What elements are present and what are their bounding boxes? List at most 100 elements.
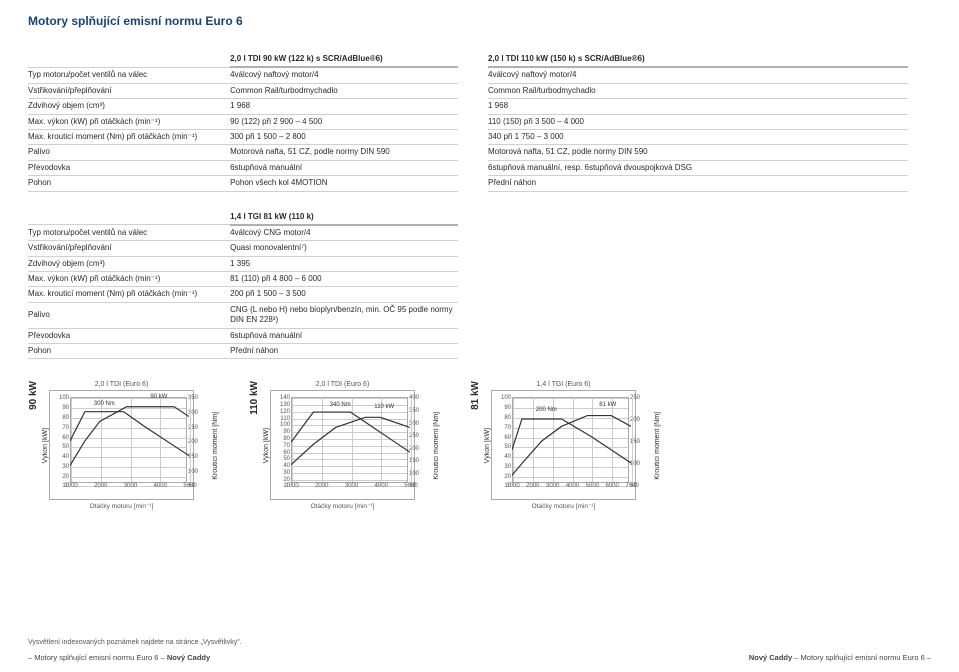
chart-svg: [70, 397, 189, 485]
table-cell: Převodovka: [28, 160, 230, 175]
table-cell: 4válcový CNG motor/4: [230, 225, 458, 241]
ytick-left: 40: [62, 454, 69, 460]
table-cell: Vstřikování/přeplňování: [28, 83, 230, 98]
chart-svg: [512, 397, 631, 485]
table-cell: 6stupňová manuální: [230, 328, 458, 343]
footer-right-suffix: – Motory splňující emisní normu Euro 6 –: [792, 653, 931, 662]
table-cell: Motorová nafta, 51 CZ, podle normy DIN 5…: [230, 145, 458, 160]
table-cell: 90 (122) při 2 900 – 4 500: [230, 114, 458, 129]
table-cell: 4válcový naftový motor/4: [488, 67, 908, 83]
table-cell: 81 (110) při 4 800 – 6 000: [230, 272, 458, 287]
footnote: Vysvětlení indexovaných poznámek najdete…: [28, 639, 242, 646]
chart-box: 2,0 l TDI (Euro 6)1020304050607080901001…: [270, 381, 415, 510]
table-cell: 340 při 1 750 – 3 000: [488, 129, 908, 144]
chart-svg: [291, 397, 410, 485]
table-cell: 2,0 l TDI 90 kW (122 k) s SCR/AdBlue®6): [230, 48, 458, 67]
ytick-left: 50: [283, 456, 290, 462]
table-cell: 2,0 l TDI 110 kW (150 k) s SCR/AdBlue®6): [488, 48, 908, 67]
table-cell: Max. výkon (kW) při otáčkách (min⁻¹): [28, 114, 230, 129]
ytick-left: 90: [283, 429, 290, 435]
ytick-left: 100: [59, 395, 69, 401]
table-cell: 200 při 1 500 – 3 500: [230, 287, 458, 302]
ytick-left: 50: [504, 444, 511, 450]
ytick-left: 70: [62, 425, 69, 431]
table-cell: 6stupňová manuální: [230, 160, 458, 175]
ytick-left: 30: [283, 470, 290, 476]
chart-title: 1,4 l TGI (Euro 6): [491, 381, 636, 388]
table-cell: Quasi monovalentní⁷): [230, 241, 458, 256]
ytick-left: 20: [62, 474, 69, 480]
chart-ylabel-left: Výkon [kW]: [263, 428, 270, 463]
ytick-left: 90: [62, 405, 69, 411]
footer-left: – Motory splňující emisní normu Euro 6 –…: [28, 653, 210, 662]
power-label: 81 kW: [599, 402, 616, 408]
table-cell: Zdvihový objem (cm³): [28, 256, 230, 271]
table-cell: Max. krouticí moment (Nm) při otáčkách (…: [28, 287, 230, 302]
ytick-left: 20: [504, 474, 511, 480]
ytick-left: 140: [280, 395, 290, 401]
chart-ylabel-left: Výkon [kW]: [42, 428, 49, 463]
spec-block-1: 2,0 l TDI 90 kW (122 k) s SCR/AdBlue®6)T…: [28, 48, 458, 359]
table-cell: Max. výkon (kW) při otáčkách (min⁻¹): [28, 272, 230, 287]
chart-box: 1,4 l TGI (Euro 6)1020304050607080901005…: [491, 381, 636, 510]
table-cell: Motorová nafta, 51 CZ, podle normy DIN 5…: [488, 145, 908, 160]
table-cell: 300 při 1 500 – 2 800: [230, 129, 458, 144]
table-cell: Přední náhon: [230, 344, 458, 359]
chart-ylabel-right: Krouticí moment [Nm]: [433, 412, 440, 480]
torque-label: 340 Nm: [330, 402, 351, 408]
chart-ylabel-right: Krouticí moment [Nm]: [212, 412, 219, 480]
spec-table-1-right: 2,0 l TDI 110 kW (150 k) s SCR/AdBlue®6)…: [488, 48, 908, 192]
ytick-left: 120: [280, 409, 290, 415]
spec-table-1: 2,0 l TDI 90 kW (122 k) s SCR/AdBlue®6)T…: [28, 48, 458, 192]
ytick-left: 40: [504, 454, 511, 460]
table-cell: 1,4 l TGI 81 kW (110 k): [230, 206, 458, 225]
spec-block-right: 2,0 l TDI 110 kW (150 k) s SCR/AdBlue®6)…: [488, 48, 908, 359]
ytick-left: 50: [62, 444, 69, 450]
table-cell: Common Rail/turbodmychadlo: [488, 83, 908, 98]
ytick-left: 100: [280, 422, 290, 428]
footer-right: Nový Caddy – Motory splňující emisní nor…: [749, 653, 931, 662]
footer-right-bold: Nový Caddy: [749, 653, 792, 662]
chart-ylabel-right: Krouticí moment [Nm]: [654, 412, 661, 480]
table-cell: Převodovka: [28, 328, 230, 343]
chart-title: 2,0 l TDI (Euro 6): [49, 381, 194, 388]
chart-area: 1020304050607080901001101201301405010015…: [270, 390, 415, 500]
table-cell: 6stupňová manuální, resp. 6stupňová dvou…: [488, 160, 908, 175]
torque-label: 300 Nm: [94, 401, 115, 407]
charts-row: 90 kWVýkon [kW]2,0 l TDI (Euro 6)1020304…: [0, 359, 959, 510]
footer-left-prefix: – Motory splňující emisní normu Euro 6 –: [28, 653, 167, 662]
x-caption: Otáčky motoru [min⁻¹]: [270, 502, 415, 510]
table-cell: CNG (L nebo H) nebo bioplyn/benzín, min.…: [230, 302, 458, 328]
ytick-left: 30: [504, 464, 511, 470]
ytick-left: 60: [504, 435, 511, 441]
ytick-left: 60: [283, 450, 290, 456]
chart-side-label: 110 kW: [249, 381, 260, 415]
ytick-left: 90: [504, 405, 511, 411]
table-cell: Typ motoru/počet ventilů na válec: [28, 67, 230, 83]
x-caption: Otáčky motoru [min⁻¹]: [491, 502, 636, 510]
ytick-left: 80: [62, 415, 69, 421]
table-cell: 110 (150) při 3 500 – 4 000: [488, 114, 908, 129]
footer-left-bold: Nový Caddy: [167, 653, 210, 662]
ytick-left: 70: [504, 425, 511, 431]
table-cell: [28, 48, 230, 67]
ytick-left: 30: [62, 464, 69, 470]
table-cell: Pohon: [28, 176, 230, 191]
table-cell: Max. krouticí moment (Nm) při otáčkách (…: [28, 129, 230, 144]
table-cell: Palivo: [28, 302, 230, 328]
table-cell: Zdvihový objem (cm³): [28, 99, 230, 114]
x-caption: Otáčky motoru [min⁻¹]: [49, 502, 194, 510]
ytick-left: 100: [501, 395, 511, 401]
chart-side-label: 90 kW: [28, 381, 39, 410]
ytick-left: 60: [62, 435, 69, 441]
ytick-left: 20: [283, 477, 290, 483]
table-cell: 1 968: [488, 99, 908, 114]
chart-title: 2,0 l TDI (Euro 6): [270, 381, 415, 388]
ytick-left: 40: [283, 463, 290, 469]
chart-block: 110 kW Výkon [kW]2,0 l TDI (Euro 6)102030…: [249, 381, 440, 510]
ytick-left: 130: [280, 402, 290, 408]
spec-content: 2,0 l TDI 90 kW (122 k) s SCR/AdBlue®6)T…: [0, 28, 959, 359]
table-cell: 4válcový naftový motor/4: [230, 67, 458, 83]
table-cell: Typ motoru/počet ventilů na válec: [28, 225, 230, 241]
ytick-left: 110: [280, 416, 290, 422]
